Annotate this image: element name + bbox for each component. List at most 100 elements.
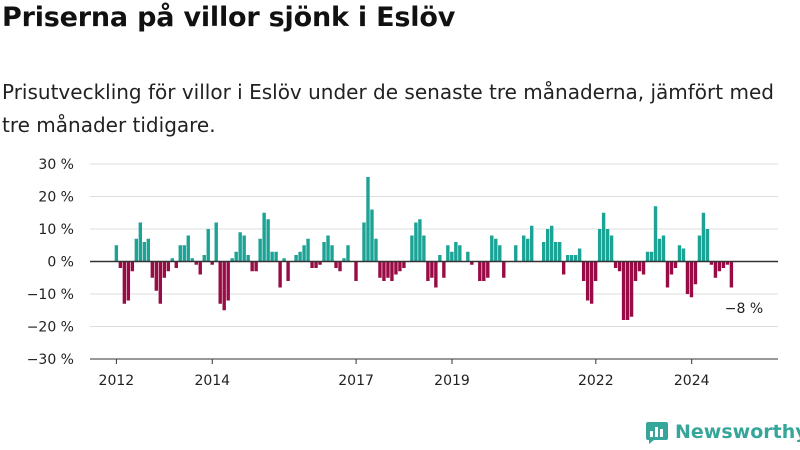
bar — [310, 261, 314, 268]
bar — [442, 261, 446, 278]
bar-chart-speech-bubble-icon — [646, 422, 668, 444]
y-tick-label: 20 % — [38, 190, 74, 206]
bar — [302, 245, 306, 262]
bar — [502, 261, 506, 278]
y-tick-label: 10 % — [38, 222, 74, 238]
bar — [226, 261, 230, 301]
bar — [705, 229, 710, 262]
bar — [158, 261, 162, 304]
bar — [685, 261, 690, 294]
bar — [605, 229, 610, 262]
bar — [150, 261, 155, 278]
x-tick-label: 2019 — [434, 373, 470, 389]
bar — [729, 261, 734, 288]
bar — [222, 261, 226, 311]
bar — [174, 261, 178, 268]
x-tick-label: 2022 — [578, 373, 614, 389]
bar — [454, 242, 458, 262]
bar — [657, 238, 662, 262]
bar — [569, 255, 574, 262]
bar — [230, 258, 234, 262]
bar — [565, 255, 570, 262]
bar — [194, 261, 198, 265]
y-tick-label: −10 % — [27, 287, 74, 303]
bar — [549, 225, 554, 262]
bar — [613, 261, 618, 268]
bar — [438, 255, 442, 262]
bar — [542, 242, 546, 262]
x-tick-label: 2024 — [674, 373, 710, 389]
bar — [450, 251, 454, 262]
bar — [530, 225, 534, 262]
bar — [254, 261, 258, 272]
chart-bars — [114, 177, 734, 320]
latest-value-label: −8 % — [725, 301, 763, 317]
bar — [378, 261, 382, 278]
bar — [266, 219, 270, 262]
bar — [645, 251, 650, 262]
bar — [138, 222, 143, 262]
bar — [609, 235, 614, 262]
bar — [278, 261, 282, 288]
bar — [342, 258, 346, 262]
bar — [258, 238, 262, 262]
x-tick-label: 2014 — [194, 373, 230, 389]
bar — [178, 245, 182, 262]
bar — [134, 238, 139, 262]
bar — [206, 229, 210, 262]
bar — [701, 212, 706, 262]
brand-name: Newsworthy — [675, 421, 800, 443]
bar — [418, 219, 422, 262]
bar — [514, 245, 518, 262]
bar — [414, 222, 418, 262]
bar — [677, 245, 682, 262]
bar — [214, 222, 218, 262]
bar — [653, 206, 658, 262]
bar — [294, 255, 298, 262]
bar — [250, 261, 254, 272]
bar — [681, 248, 686, 262]
bar — [394, 261, 398, 275]
bar — [713, 261, 718, 278]
bar — [486, 261, 490, 278]
bar — [362, 222, 366, 262]
chart-subtitle: Prisutveckling för villor i Eslöv under … — [2, 80, 774, 137]
bar — [334, 261, 338, 268]
bar — [478, 261, 482, 281]
bar — [114, 245, 119, 262]
bar — [338, 261, 342, 272]
bar — [697, 235, 702, 262]
bar — [326, 235, 330, 262]
bar — [126, 261, 131, 301]
bar — [390, 261, 394, 281]
bar — [246, 255, 250, 262]
bar — [446, 245, 450, 262]
bar — [430, 261, 434, 278]
bar — [553, 242, 558, 262]
bar — [522, 235, 526, 262]
bar — [262, 212, 266, 262]
bar — [721, 261, 726, 268]
bar — [374, 238, 378, 262]
bar — [410, 235, 414, 262]
brand-logo: Newsworthy — [645, 420, 800, 444]
bar — [621, 261, 626, 320]
bar — [561, 261, 566, 275]
bar — [689, 261, 694, 298]
bar — [458, 245, 462, 262]
bar — [717, 261, 722, 272]
bar — [190, 258, 194, 262]
bar — [182, 245, 186, 262]
bar — [130, 261, 135, 272]
bar — [242, 235, 246, 262]
bar — [370, 209, 374, 262]
bar — [122, 261, 127, 304]
bar — [286, 261, 290, 281]
x-axis: 2012 2014 2017 2019 2022 2024 — [90, 358, 778, 389]
bar — [617, 261, 622, 272]
bar — [382, 261, 386, 281]
bar — [637, 261, 642, 272]
bar — [641, 261, 646, 275]
bar — [589, 261, 594, 304]
bar — [546, 229, 550, 262]
